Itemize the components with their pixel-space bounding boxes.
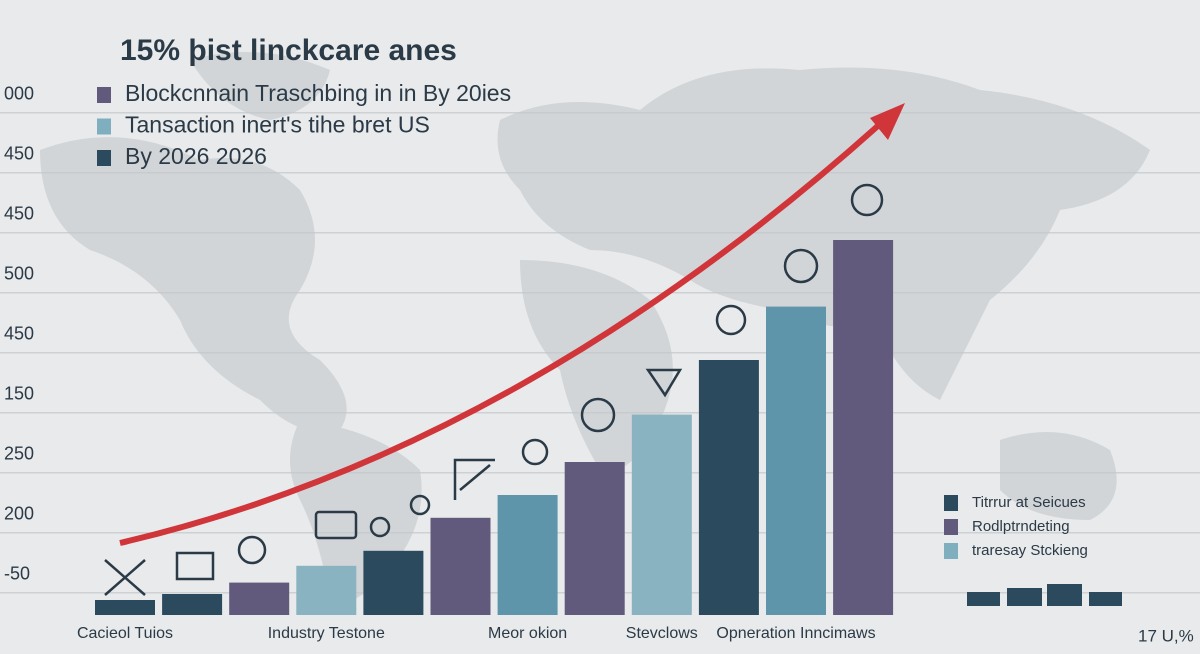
legend-label: Tansaction inert's tihe bret US xyxy=(125,112,430,138)
bars xyxy=(95,240,894,615)
y-tick-label: 250 xyxy=(4,444,34,464)
bar xyxy=(363,550,424,615)
y-tick-label: 000 xyxy=(4,84,34,104)
legend-label: traresay Stckieng xyxy=(972,542,1088,559)
legend-swatch xyxy=(944,543,958,559)
bar xyxy=(833,240,894,615)
y-tick-label: 150 xyxy=(4,384,34,404)
legend-label: By 2026 2026 xyxy=(125,143,267,169)
bar xyxy=(95,600,155,615)
bar xyxy=(296,565,357,615)
bar xyxy=(430,517,491,615)
icons xyxy=(104,183,884,596)
trend-arrowhead xyxy=(870,103,905,140)
bar xyxy=(497,495,558,615)
y-tick-label: -50 xyxy=(4,564,30,584)
bar xyxy=(229,582,290,615)
trend-arrow xyxy=(119,112,893,546)
legend-label: Rodlptrndeting xyxy=(972,518,1070,535)
y-tick-label: 450 xyxy=(4,204,34,224)
x-tick-label: Industry Testone xyxy=(268,625,385,642)
x-tick-label: Meor okion xyxy=(488,625,567,642)
x-tick-label: Opneration Inncimaws xyxy=(716,625,875,642)
legend-swatch xyxy=(944,495,958,511)
legend-swatch xyxy=(97,87,111,103)
inset-bars xyxy=(967,584,1122,606)
x-tick-label: Stevclows xyxy=(626,625,698,642)
bar xyxy=(766,306,826,615)
legend-swatch xyxy=(97,118,111,135)
bar xyxy=(162,594,223,615)
legend-label: Titrrur at Seicues xyxy=(972,494,1086,511)
footnote: 17 U,% xyxy=(1138,626,1194,645)
y-tick-label: 500 xyxy=(4,264,34,284)
y-tick-label: 450 xyxy=(4,324,34,344)
legend: Blockcnnain Traschbing in in By 20ies Tan… xyxy=(97,80,1088,559)
y-tick-label: 200 xyxy=(4,504,34,524)
x-tick-label: Cacieol Tuios xyxy=(77,625,173,642)
legend-swatch xyxy=(97,150,111,166)
bar xyxy=(698,360,759,615)
legend-swatch xyxy=(944,519,958,535)
y-tick-label: 450 xyxy=(4,144,34,164)
bar xyxy=(564,462,625,615)
chart-title: 15% þist linckcare anes xyxy=(120,34,457,67)
legend-label: Blockcnnain Traschbing in in By 20ies xyxy=(125,80,511,106)
bar xyxy=(631,414,692,615)
